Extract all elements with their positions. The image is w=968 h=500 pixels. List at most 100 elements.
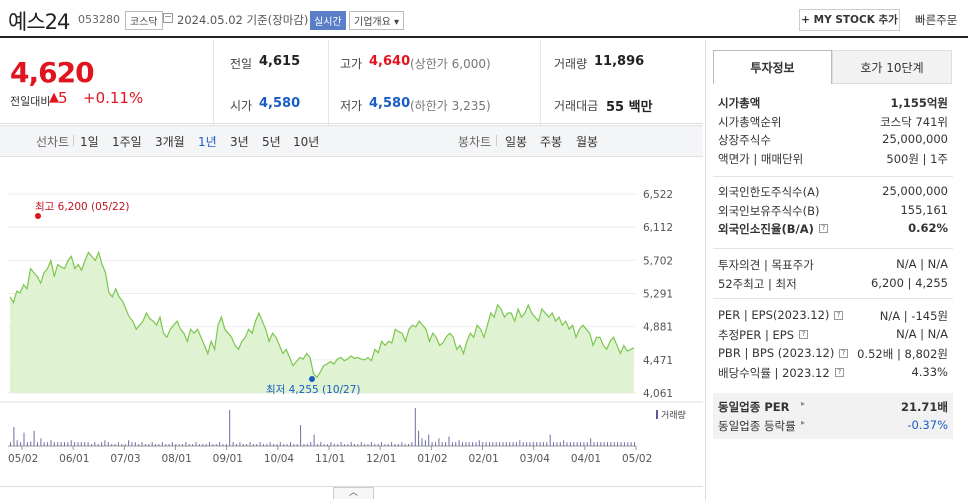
help-icon[interactable]: ? (839, 349, 848, 358)
volume-bar (576, 442, 578, 446)
add-my-stock-button[interactable]: + MY STOCK 추가 (799, 9, 900, 31)
info-label: 상장주식수 (718, 133, 771, 147)
divider (0, 486, 703, 487)
low-annotation: 최저 4,255 (10/27) (266, 384, 361, 396)
info-row: 시가총액 1,155억원 (718, 95, 948, 113)
volume-bar (225, 444, 227, 446)
y-tick-label: 5,291 (643, 289, 673, 301)
period-daily[interactable]: 일봉 (505, 135, 528, 149)
sector-per-label[interactable]: 동일업종 PER (718, 400, 790, 414)
info-value: 25,000,000 (882, 184, 948, 198)
period-weekly[interactable]: 주봉 (540, 135, 563, 149)
period-monthly[interactable]: 월봉 (576, 135, 599, 149)
volume-bar (306, 444, 308, 446)
sector-per-value: 21.71배 (901, 400, 948, 414)
quick-order-button[interactable]: 빠른주문 (915, 13, 958, 27)
volume-bar (448, 436, 450, 446)
volume-bar (424, 440, 426, 446)
volume-bar (313, 434, 315, 446)
period-selector (0, 125, 703, 157)
stock-name: 예스24 (8, 10, 70, 34)
volume-bar (590, 438, 592, 446)
info-label: 추정PER | EPS (718, 328, 795, 342)
help-icon[interactable]: ? (819, 224, 828, 233)
stock-code: 053280 (78, 13, 120, 26)
collapse-chart-button[interactable]: ︿ (333, 487, 374, 499)
candle-chart-label: 봉차트 (458, 135, 492, 149)
help-icon[interactable]: ? (799, 330, 808, 339)
low-marker (309, 376, 315, 382)
company-overview-button[interactable]: 기업개요 ▾ (349, 11, 404, 30)
info-value: N/A | N/A (896, 257, 948, 271)
x-tick-label: 10/04 (264, 453, 295, 465)
period-1y[interactable]: 1년 (198, 135, 217, 149)
volume-bar (617, 442, 619, 446)
volume-bar (192, 444, 194, 446)
realtime-button[interactable]: 실시간 (310, 11, 346, 30)
info-label: 외국인한도주식수(A) (718, 185, 820, 199)
volume-bar (104, 440, 106, 446)
price-line (9, 250, 635, 379)
sector-rate-label[interactable]: 동일업종 등락률 (718, 419, 796, 433)
volume-bar (252, 444, 254, 446)
volume-bar (623, 442, 625, 446)
volume-bar (114, 444, 116, 446)
volume-bar (290, 442, 291, 446)
volume-bar (367, 444, 369, 446)
price-summary (0, 40, 703, 124)
volume-bar (283, 444, 285, 446)
x-tick-label: 05/02 (8, 453, 38, 465)
divider (73, 135, 74, 146)
info-row: 외국인소진율(B/A)? 0.62% (718, 221, 948, 239)
prev-close-label: 전일 (230, 57, 253, 71)
divider (496, 135, 497, 146)
period-10y[interactable]: 10년 (293, 135, 320, 149)
info-row: 상장주식수 25,000,000 (718, 132, 948, 150)
info-row: 배당수익률 | 2023.12? 4.33% (718, 365, 948, 383)
volume-bar (111, 444, 113, 446)
volume-bar (171, 442, 173, 446)
info-value: 0.52배 | 8,802원 (857, 347, 948, 361)
volume-bar (219, 442, 221, 446)
volume-bar (141, 442, 143, 446)
high-value: 4,640 (369, 54, 411, 69)
volume-bar (532, 442, 534, 446)
volume-bar (340, 442, 342, 446)
volume-bar (627, 442, 629, 446)
period-1d[interactable]: 1일 (80, 135, 99, 149)
period-1w[interactable]: 1주일 (112, 135, 142, 149)
period-5y[interactable]: 5년 (262, 135, 281, 149)
high-marker (35, 213, 41, 219)
y-tick-label: 6,112 (643, 222, 673, 234)
volume-bar (151, 442, 153, 446)
volume-bar (246, 444, 248, 446)
volume-bar (195, 442, 197, 446)
period-3y[interactable]: 3년 (230, 135, 249, 149)
volume-bar (569, 442, 571, 446)
y-tick-label: 4,061 (643, 388, 673, 400)
volume-bar (47, 442, 49, 446)
tab-investment-info[interactable]: 투자정보 (713, 50, 832, 84)
stock-header (0, 0, 968, 38)
volume-bar (330, 442, 332, 446)
price-chart[interactable]: 6,522 6,112 5,702 5,291 4,881 4,471 4,061 최고 6,… (0, 160, 703, 486)
period-3m[interactable]: 3개월 (155, 135, 185, 149)
volume-bar (411, 442, 413, 446)
upper-limit: (상한가 6,000) (410, 57, 491, 71)
volume-bar (323, 444, 325, 446)
volume-bar (266, 444, 268, 446)
info-value: N/A | -145원 (879, 309, 948, 323)
volume-bar (337, 444, 339, 446)
volume-bar (472, 442, 474, 446)
volume-bar (87, 442, 89, 446)
tab-order-book[interactable]: 호가 10단계 (832, 50, 952, 84)
volume-bar (451, 442, 453, 446)
volume-bar (80, 442, 82, 446)
volume-bar (144, 444, 146, 446)
volume-bar (198, 444, 200, 446)
info-value: N/A | N/A (896, 327, 948, 341)
volume-bar (580, 442, 581, 446)
help-icon[interactable]: ? (835, 368, 844, 377)
help-icon[interactable]: ? (834, 311, 843, 320)
volume-bar (97, 444, 99, 446)
